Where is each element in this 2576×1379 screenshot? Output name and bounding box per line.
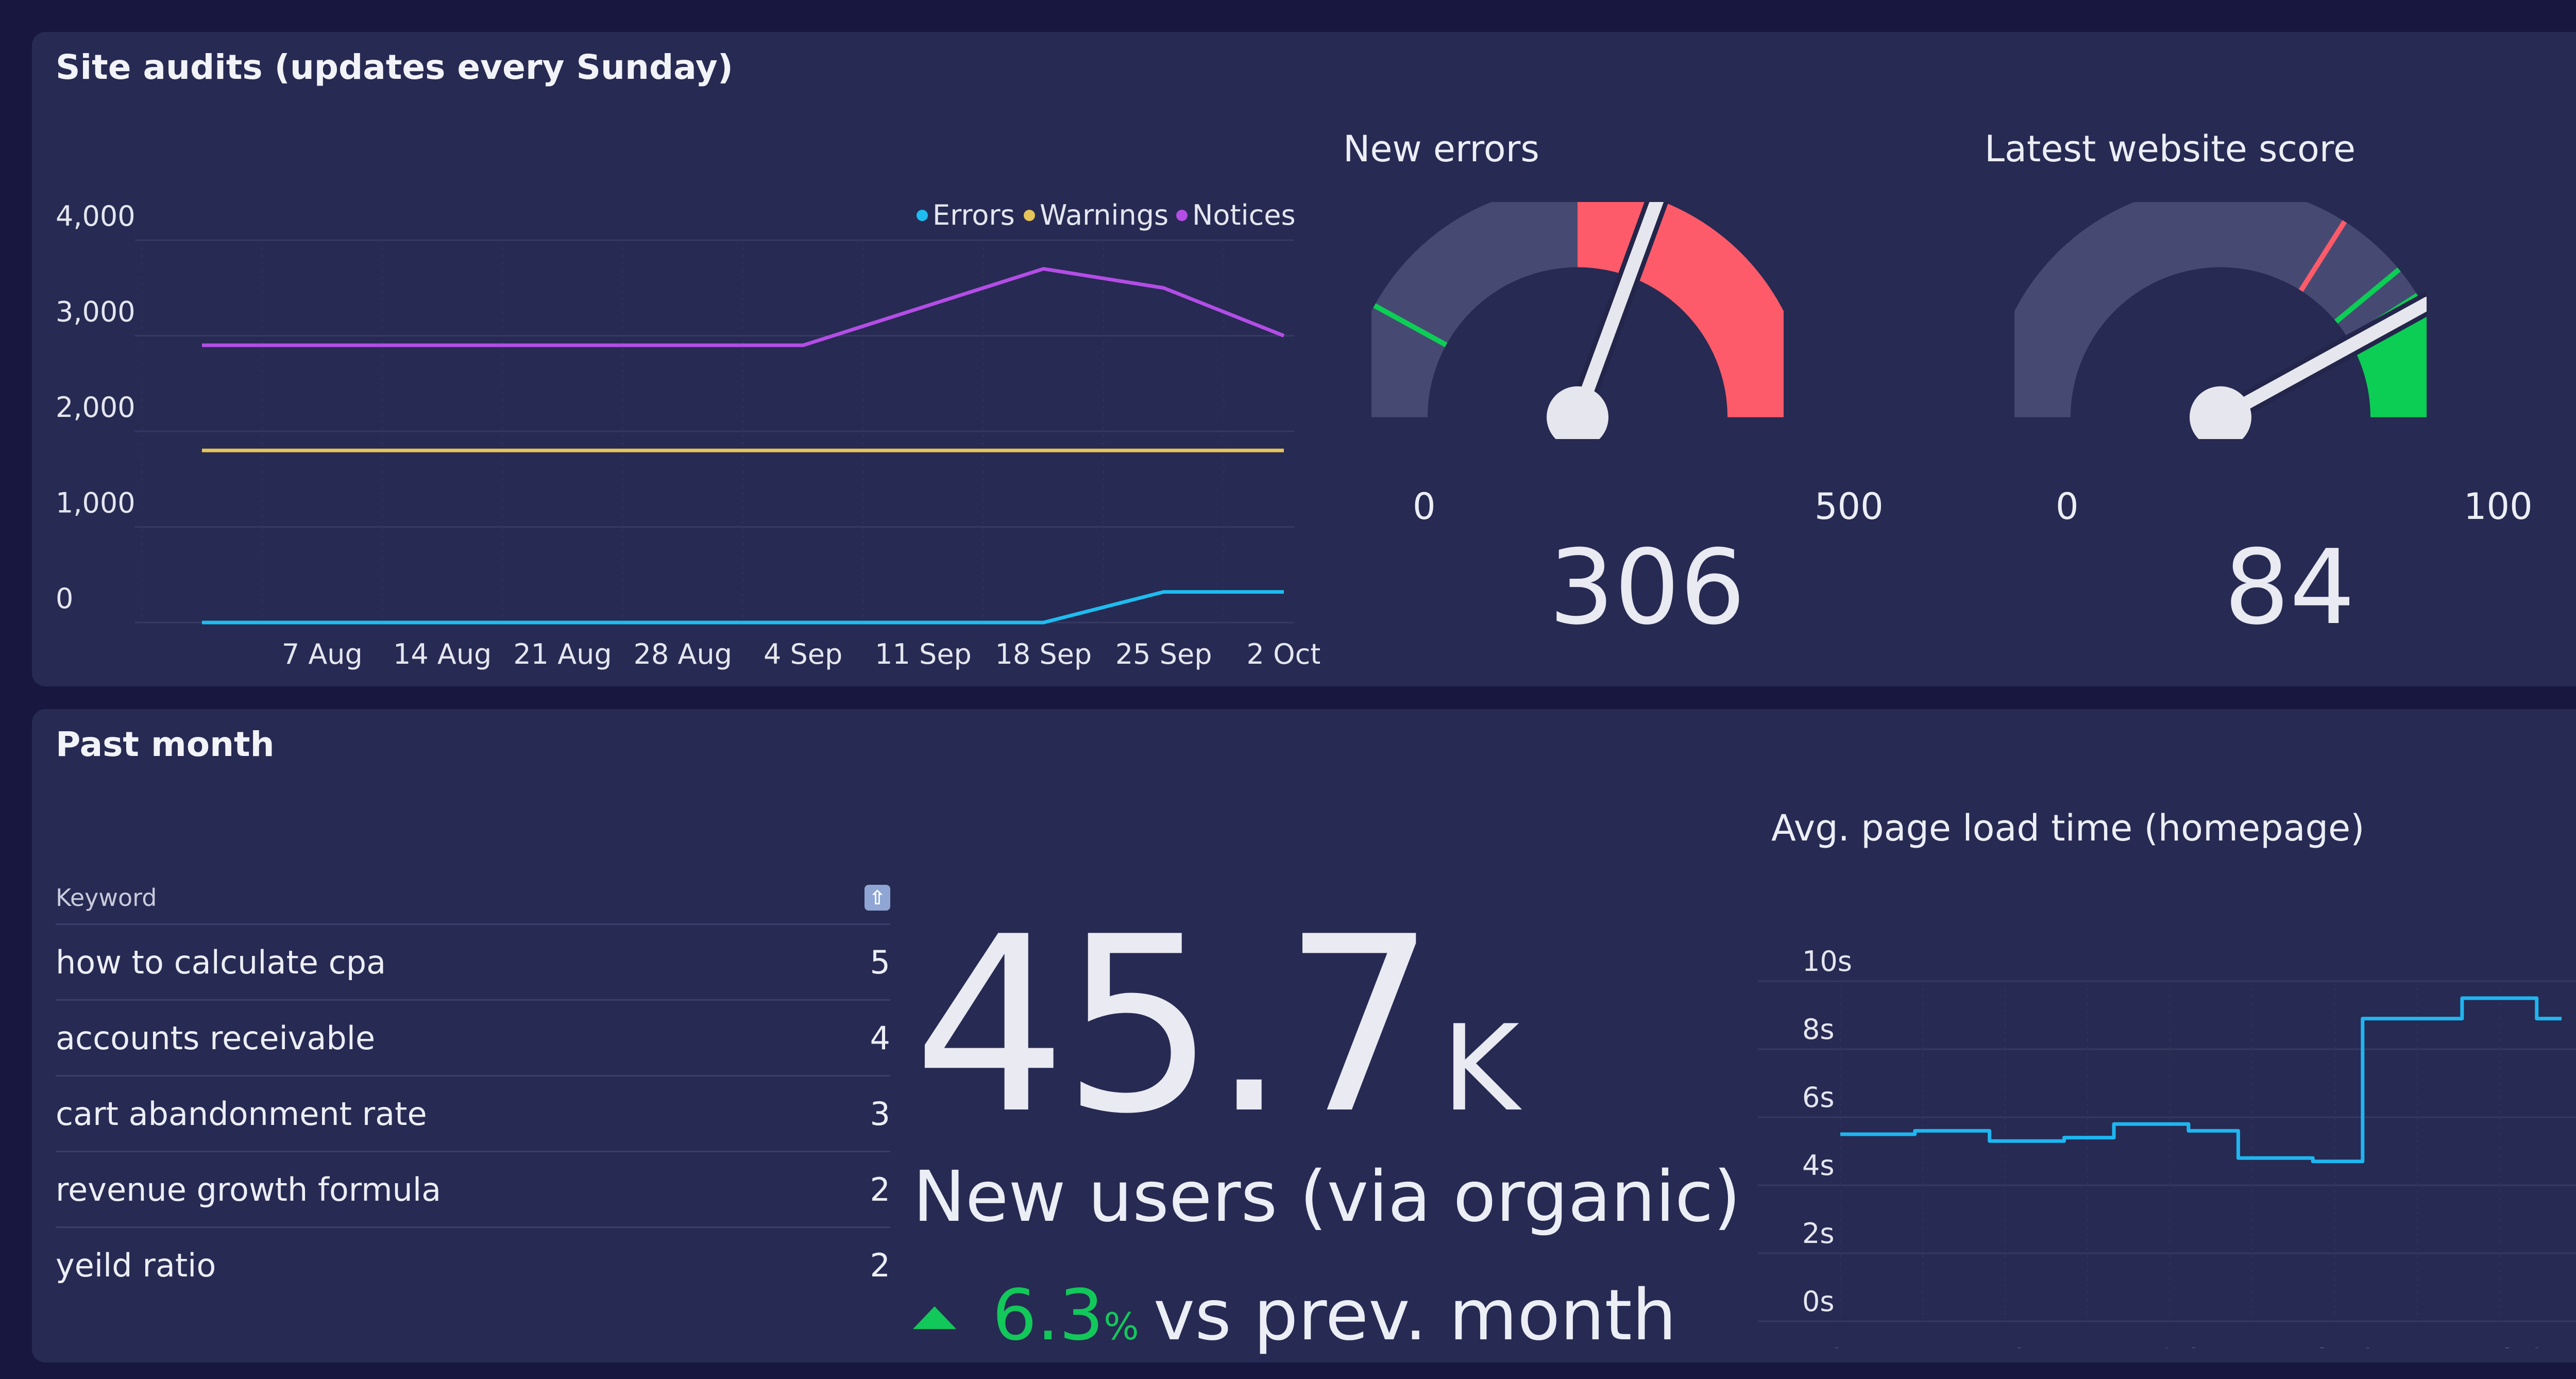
- x-tick-label: 11 Sep: [1966, 1343, 2063, 1348]
- new-users-unit: K: [1442, 1000, 1520, 1138]
- website-score-min: 0: [2056, 485, 2079, 528]
- keyword-column-header: Keyword: [56, 884, 157, 912]
- legend-swatch: [1024, 210, 1035, 221]
- gauge-marker-green: [2334, 267, 2401, 324]
- legend-swatch: [917, 210, 928, 221]
- load-grid: [1758, 980, 2576, 1322]
- keyword-table: Keyword ⇧ how to calculate cpa 5 account…: [56, 872, 890, 1302]
- keyword-table-header: Keyword ⇧: [56, 872, 890, 925]
- gauge-hub: [2190, 386, 2251, 439]
- load-time-chart: 10s 8s 6s 4s 2s 0s 4 Sep 11 Sep 18 Sep 25 Sep 2 O…: [1758, 945, 2576, 1348]
- y-tick-label: 0: [56, 582, 73, 615]
- legend-label: Warnings: [1040, 199, 1168, 231]
- up-arrow-icon: [913, 1306, 956, 1329]
- keyword-cell: accounts receivable: [56, 1019, 376, 1057]
- x-tick-label: 18 Sep: [995, 638, 1092, 670]
- series-line-errors: [202, 590, 1284, 625]
- gauge-needle: [2214, 296, 2427, 424]
- audit-legend: Errors Warnings Notices: [917, 199, 1296, 231]
- website-score-max: 100: [2464, 485, 2533, 528]
- x-tick-label: 21 Aug: [513, 638, 612, 670]
- audit-grid: [135, 239, 1294, 624]
- website-score-gauge: [2014, 202, 2427, 439]
- keyword-cell: how to calculate cpa: [56, 943, 386, 981]
- y-tick-label: 4,000: [56, 200, 135, 232]
- audit-y-axis: 4,000 3,000 2,000 1,000 0: [56, 200, 135, 615]
- delta-value: 6.3: [992, 1275, 1104, 1356]
- x-tick-label: 2 Oct: [1247, 638, 1320, 670]
- table-row: revenue growth formula 2: [56, 1152, 890, 1228]
- site-audits-panel: Site audits (updates every Sunday) 4,000…: [32, 32, 2576, 686]
- website-score-title: Latest website score: [1985, 128, 2356, 170]
- table-row: accounts receivable 4: [56, 1001, 890, 1077]
- load-x-axis: 4 Sep 11 Sep 18 Sep 25 Sep 2 Oct: [1801, 1343, 2574, 1348]
- value-cell: 2: [870, 1246, 890, 1284]
- load-series: [1840, 996, 2562, 1164]
- keyword-cell: revenue growth formula: [56, 1170, 442, 1208]
- y-tick-label: 0s: [1802, 1285, 1835, 1318]
- new-errors-title: New errors: [1343, 128, 1539, 170]
- new-errors-max: 500: [1815, 485, 1884, 528]
- value-cell: 4: [870, 1019, 890, 1057]
- delta-text: vs prev. month: [1153, 1275, 1677, 1356]
- audit-x-axis: 7 Aug 14 Aug 21 Aug 28 Aug 4 Sep 11 Sep 18 Sep…: [282, 638, 1320, 670]
- legend-swatch: [1176, 210, 1188, 221]
- keyword-cell: yeild ratio: [56, 1246, 216, 1284]
- site-audits-chart: 4,000 3,000 2,000 1,000 0 7 Aug 14 Aug 21 Aug 2…: [56, 199, 1320, 670]
- new-users-value: 45.7K: [913, 905, 1789, 1147]
- new-errors-gauge: [1371, 202, 1784, 439]
- past-month-panel: Past month Keyword ⇧ how to calculate cp…: [32, 709, 2576, 1363]
- x-tick-label: 4 Sep: [764, 638, 842, 670]
- x-tick-label: 25 Sep: [1115, 638, 1212, 670]
- value-cell: 3: [870, 1095, 890, 1133]
- keyword-cell: cart abandonment rate: [56, 1095, 427, 1133]
- gauge-track: [2014, 202, 2416, 417]
- table-row: cart abandonment rate 3: [56, 1077, 890, 1152]
- audit-series: [202, 267, 1285, 625]
- new-users-label: New users (via organic): [913, 1156, 1741, 1238]
- delta-unit: %: [1104, 1305, 1139, 1348]
- x-tick-label: 25 Sep: [2314, 1343, 2411, 1348]
- x-tick-label: 14 Aug: [393, 638, 492, 670]
- new-users-metric: 45.7K New users (via organic) 6.3 % vs p…: [913, 905, 1789, 1356]
- value-cell: 2: [870, 1170, 890, 1208]
- y-tick-label: 2,000: [56, 391, 135, 424]
- x-tick-label: 2 Oct: [2499, 1343, 2574, 1348]
- table-row: how to calculate cpa 5: [56, 925, 890, 1001]
- y-tick-label: 10s: [1802, 945, 1852, 978]
- value-cell: 5: [870, 943, 890, 981]
- sort-arrow-icon[interactable]: ⇧: [865, 885, 890, 911]
- y-tick-label: 8s: [1802, 1013, 1835, 1046]
- new-errors-min: 0: [1413, 485, 1436, 528]
- past-month-title: Past month: [56, 725, 275, 764]
- x-tick-label: 28 Aug: [634, 638, 732, 670]
- load-y-axis: 10s 8s 6s 4s 2s 0s: [1802, 945, 1852, 1318]
- y-tick-label: 3,000: [56, 296, 135, 328]
- y-tick-label: 4s: [1802, 1149, 1835, 1182]
- table-row: yeild ratio 2: [56, 1228, 890, 1302]
- delta-row: 6.3 % vs prev. month: [913, 1275, 1789, 1356]
- gauge-marker-green: [1373, 303, 1448, 347]
- y-tick-label: 2s: [1802, 1217, 1835, 1250]
- gauge-hub: [1547, 386, 1608, 439]
- x-tick-label: 18 Sep: [2140, 1343, 2237, 1348]
- series-line-notices: [202, 267, 1285, 347]
- legend-label: Errors: [933, 199, 1015, 231]
- new-users-number: 45.7: [913, 885, 1436, 1167]
- y-tick-label: 1,000: [56, 487, 135, 519]
- series-line-load-time: [1840, 996, 2562, 1164]
- load-time-title: Avg. page load time (homepage): [1771, 807, 2365, 849]
- new-errors-value: 306: [1549, 528, 1745, 648]
- x-tick-label: 4 Sep: [1801, 1343, 1879, 1348]
- legend-label: Notices: [1192, 199, 1296, 231]
- x-tick-label: 11 Sep: [875, 638, 972, 670]
- gauge-needle: [1571, 202, 1664, 424]
- gauge-marker-red: [2298, 220, 2347, 292]
- x-tick-label: 7 Aug: [282, 638, 363, 670]
- y-tick-label: 6s: [1802, 1081, 1835, 1114]
- gauge-track: [1371, 202, 1578, 417]
- website-score-value: 84: [2224, 528, 2355, 648]
- site-audits-title: Site audits (updates every Sunday): [56, 47, 733, 87]
